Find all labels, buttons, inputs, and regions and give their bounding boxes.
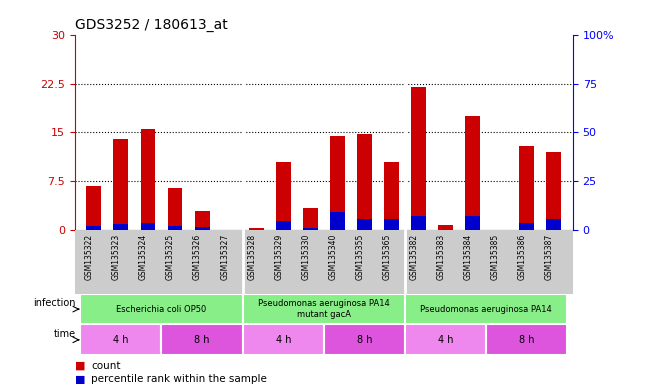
- Text: 8 h: 8 h: [357, 335, 372, 345]
- Bar: [80, 294, 243, 324]
- Bar: [243, 294, 405, 324]
- Bar: [438, 225, 453, 230]
- Text: GDS3252 / 180613_at: GDS3252 / 180613_at: [75, 18, 228, 32]
- Bar: [405, 324, 486, 355]
- Bar: [411, 216, 426, 230]
- Bar: [324, 324, 405, 355]
- Text: 4 h: 4 h: [113, 335, 129, 345]
- Text: GSM135330: GSM135330: [301, 233, 311, 280]
- Bar: [276, 162, 291, 230]
- Bar: [276, 220, 291, 230]
- Bar: [405, 294, 568, 324]
- Bar: [113, 223, 128, 230]
- Text: GSM135382: GSM135382: [409, 233, 419, 280]
- Bar: [546, 218, 561, 230]
- Text: GSM135322: GSM135322: [85, 233, 94, 280]
- Bar: [167, 225, 182, 230]
- Text: 4 h: 4 h: [275, 335, 291, 345]
- Bar: [87, 225, 102, 230]
- Text: 8 h: 8 h: [195, 335, 210, 345]
- Bar: [303, 207, 318, 230]
- Bar: [330, 136, 345, 230]
- Text: time: time: [53, 329, 76, 339]
- Bar: [465, 116, 480, 230]
- Text: Pseudomonas aeruginosa PA14
mutant gacA: Pseudomonas aeruginosa PA14 mutant gacA: [258, 300, 390, 319]
- Text: Pseudomonas aeruginosa PA14: Pseudomonas aeruginosa PA14: [421, 305, 552, 314]
- Text: GSM135325: GSM135325: [166, 233, 175, 280]
- Bar: [357, 134, 372, 230]
- Bar: [384, 162, 399, 230]
- Text: GSM135324: GSM135324: [139, 233, 148, 280]
- Bar: [80, 324, 161, 355]
- Text: GSM135355: GSM135355: [355, 233, 365, 280]
- Text: 4 h: 4 h: [438, 335, 453, 345]
- Bar: [519, 223, 534, 230]
- Bar: [330, 212, 345, 230]
- Bar: [546, 152, 561, 230]
- Text: GSM135326: GSM135326: [193, 233, 202, 280]
- Text: GSM135323: GSM135323: [112, 233, 121, 280]
- Text: GSM135384: GSM135384: [464, 233, 473, 280]
- Text: infection: infection: [33, 298, 76, 308]
- Text: GSM135383: GSM135383: [437, 233, 446, 280]
- Text: GSM135327: GSM135327: [220, 233, 229, 280]
- Text: Escherichia coli OP50: Escherichia coli OP50: [117, 305, 206, 314]
- Text: GSM135385: GSM135385: [491, 233, 500, 280]
- Bar: [87, 186, 102, 230]
- Text: count: count: [91, 361, 120, 371]
- Text: GSM135328: GSM135328: [247, 233, 256, 280]
- Bar: [249, 228, 264, 230]
- Bar: [167, 188, 182, 230]
- Text: GSM135387: GSM135387: [545, 233, 554, 280]
- Bar: [141, 129, 156, 230]
- Text: percentile rank within the sample: percentile rank within the sample: [91, 374, 267, 384]
- Bar: [486, 324, 568, 355]
- Text: GSM135365: GSM135365: [383, 233, 391, 280]
- Text: GSM135340: GSM135340: [328, 233, 337, 280]
- Text: ■: ■: [75, 361, 85, 371]
- Bar: [195, 211, 210, 230]
- Bar: [465, 216, 480, 230]
- Text: 8 h: 8 h: [519, 335, 534, 345]
- Text: GSM135329: GSM135329: [274, 233, 283, 280]
- Bar: [357, 218, 372, 230]
- Bar: [113, 139, 128, 230]
- Bar: [384, 218, 399, 230]
- Bar: [243, 324, 324, 355]
- Bar: [161, 324, 243, 355]
- Bar: [195, 227, 210, 230]
- Bar: [141, 223, 156, 230]
- Bar: [303, 228, 318, 230]
- Text: GSM135386: GSM135386: [518, 233, 527, 280]
- Bar: [411, 87, 426, 230]
- Bar: [519, 146, 534, 230]
- Text: ■: ■: [75, 374, 85, 384]
